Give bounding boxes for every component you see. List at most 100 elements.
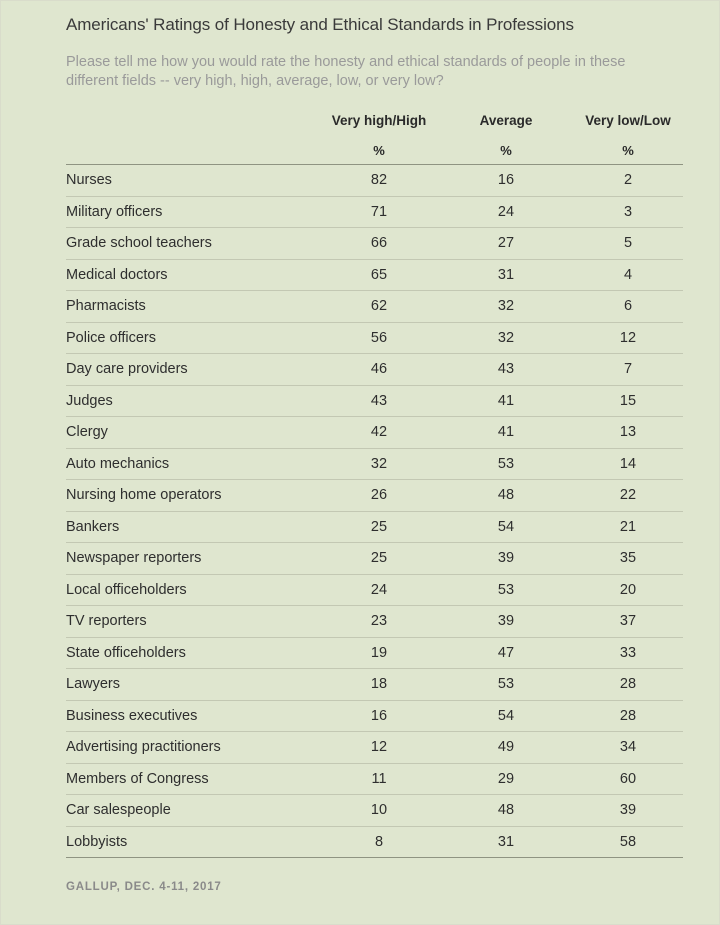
very-high-high-cell: 56 [370, 329, 388, 346]
very-low-low-cell: 28 [619, 707, 637, 724]
very-low-low-cell: 4 [623, 266, 633, 283]
column-unit-very-high-high: % [373, 143, 385, 158]
profession-cell: Lobbyists [66, 833, 128, 850]
table-row: Business executives 16 54 28 [66, 701, 683, 732]
very-high-high-cell: 65 [370, 266, 388, 283]
average-cell: 41 [497, 392, 515, 409]
very-high-high-cell: 42 [370, 424, 388, 440]
profession-cell: Bankers [66, 518, 120, 535]
average-cell: 48 [497, 802, 515, 818]
profession-cell: Pharmacists [66, 298, 146, 314]
profession-cell: Car salespeople [66, 802, 171, 818]
very-low-low-cell: 6 [623, 298, 633, 314]
very-high-high-cell: 26 [370, 487, 388, 503]
very-high-high-cell: 8 [374, 833, 384, 850]
column-header-very-high-high: Very high/High [331, 113, 427, 128]
table-row: Newspaper reporters 25 39 35 [66, 543, 683, 575]
very-low-low-cell: 39 [619, 802, 637, 818]
very-low-low-cell: 5 [623, 235, 633, 251]
average-cell: 54 [497, 707, 515, 724]
table-row: Police officers 56 32 12 [66, 323, 683, 354]
table-row: Lawyers 18 53 28 [66, 669, 683, 701]
table-row: Nursing home operators 26 48 22 [66, 480, 683, 512]
table-row: Advertising practitioners 12 49 34 [66, 732, 683, 764]
very-low-low-cell: 37 [619, 613, 637, 629]
average-cell: 47 [497, 644, 515, 661]
very-low-low-cell: 35 [619, 550, 637, 566]
table-row: Car salespeople 10 48 39 [66, 795, 683, 827]
very-high-high-cell: 24 [370, 581, 388, 598]
table-row: Day care providers 46 43 7 [66, 354, 683, 386]
table-row: Medical doctors 65 31 4 [66, 260, 683, 291]
profession-cell: Nursing home operators [66, 487, 222, 503]
profession-cell: Medical doctors [66, 266, 168, 283]
table-title: Americans' Ratings of Honesty and Ethica… [66, 15, 574, 34]
average-cell: 41 [497, 424, 515, 440]
profession-cell: Police officers [66, 329, 156, 346]
very-low-low-cell: 2 [623, 172, 633, 188]
column-header-average: Average [479, 113, 533, 128]
table-row: State officeholders 19 47 33 [66, 638, 683, 669]
very-low-low-cell: 14 [619, 455, 637, 472]
very-high-high-cell: 32 [370, 455, 388, 472]
profession-cell: TV reporters [66, 613, 147, 629]
very-low-low-cell: 22 [619, 487, 637, 503]
average-cell: 53 [497, 581, 515, 598]
very-low-low-cell: 20 [619, 581, 637, 598]
very-high-high-cell: 16 [370, 707, 388, 724]
column-header-very-low-low: Very low/Low [585, 113, 671, 128]
very-low-low-cell: 15 [619, 392, 637, 409]
table-row: Auto mechanics 32 53 14 [66, 449, 683, 480]
very-high-high-cell: 10 [370, 802, 388, 818]
average-cell: 24 [497, 203, 515, 220]
table-row: TV reporters 23 39 37 [66, 606, 683, 638]
column-unit-very-low-low: % [622, 143, 634, 158]
table-body: Nurses 82 16 2 Military officers 71 24 3 Grade s… [66, 165, 683, 858]
average-cell: 39 [497, 550, 515, 566]
question-text: Please tell me how you would rate the ho… [66, 54, 626, 89]
profession-cell: Business executives [66, 707, 198, 724]
profession-cell: Day care providers [66, 361, 188, 377]
very-high-high-cell: 43 [370, 392, 388, 409]
average-cell: 31 [497, 266, 515, 283]
very-low-low-cell: 21 [619, 518, 637, 535]
table-row: Local officeholders 24 53 20 [66, 575, 683, 606]
profession-cell: Judges [66, 392, 113, 409]
average-cell: 43 [497, 361, 515, 377]
table-row: Pharmacists 62 32 6 [66, 291, 683, 323]
very-high-high-cell: 25 [370, 518, 388, 535]
very-low-low-cell: 7 [623, 361, 633, 377]
very-high-high-cell: 19 [370, 644, 388, 661]
profession-cell: Lawyers [66, 676, 120, 692]
table-row: Grade school teachers 66 27 5 [66, 228, 683, 260]
very-high-high-cell: 23 [370, 613, 388, 629]
table-row: Members of Congress 11 29 60 [66, 764, 683, 795]
table-row: Bankers 25 54 21 [66, 512, 683, 543]
profession-cell: Clergy [66, 424, 108, 440]
very-high-high-cell: 12 [370, 739, 388, 755]
very-high-high-cell: 66 [370, 235, 388, 251]
very-low-low-cell: 60 [619, 770, 637, 787]
profession-cell: Local officeholders [66, 581, 187, 598]
very-low-low-cell: 12 [619, 329, 637, 346]
column-unit-average: % [500, 143, 512, 158]
very-high-high-cell: 62 [370, 298, 388, 314]
very-low-low-cell: 58 [619, 833, 637, 850]
profession-cell: Grade school teachers [66, 235, 212, 251]
average-cell: 54 [497, 518, 515, 535]
profession-cell: Members of Congress [66, 770, 209, 787]
average-cell: 29 [497, 770, 515, 787]
table-row: Judges 43 41 15 [66, 386, 683, 417]
very-high-high-cell: 71 [370, 203, 388, 220]
profession-cell: State officeholders [66, 644, 186, 661]
very-high-high-cell: 18 [370, 676, 388, 692]
average-cell: 53 [497, 455, 515, 472]
very-low-low-cell: 13 [619, 424, 637, 440]
very-high-high-cell: 25 [370, 550, 388, 566]
average-cell: 31 [497, 833, 515, 850]
profession-cell: Newspaper reporters [66, 550, 202, 566]
very-low-low-cell: 33 [619, 644, 637, 661]
very-high-high-cell: 82 [370, 172, 388, 188]
very-high-high-cell: 46 [370, 361, 388, 377]
